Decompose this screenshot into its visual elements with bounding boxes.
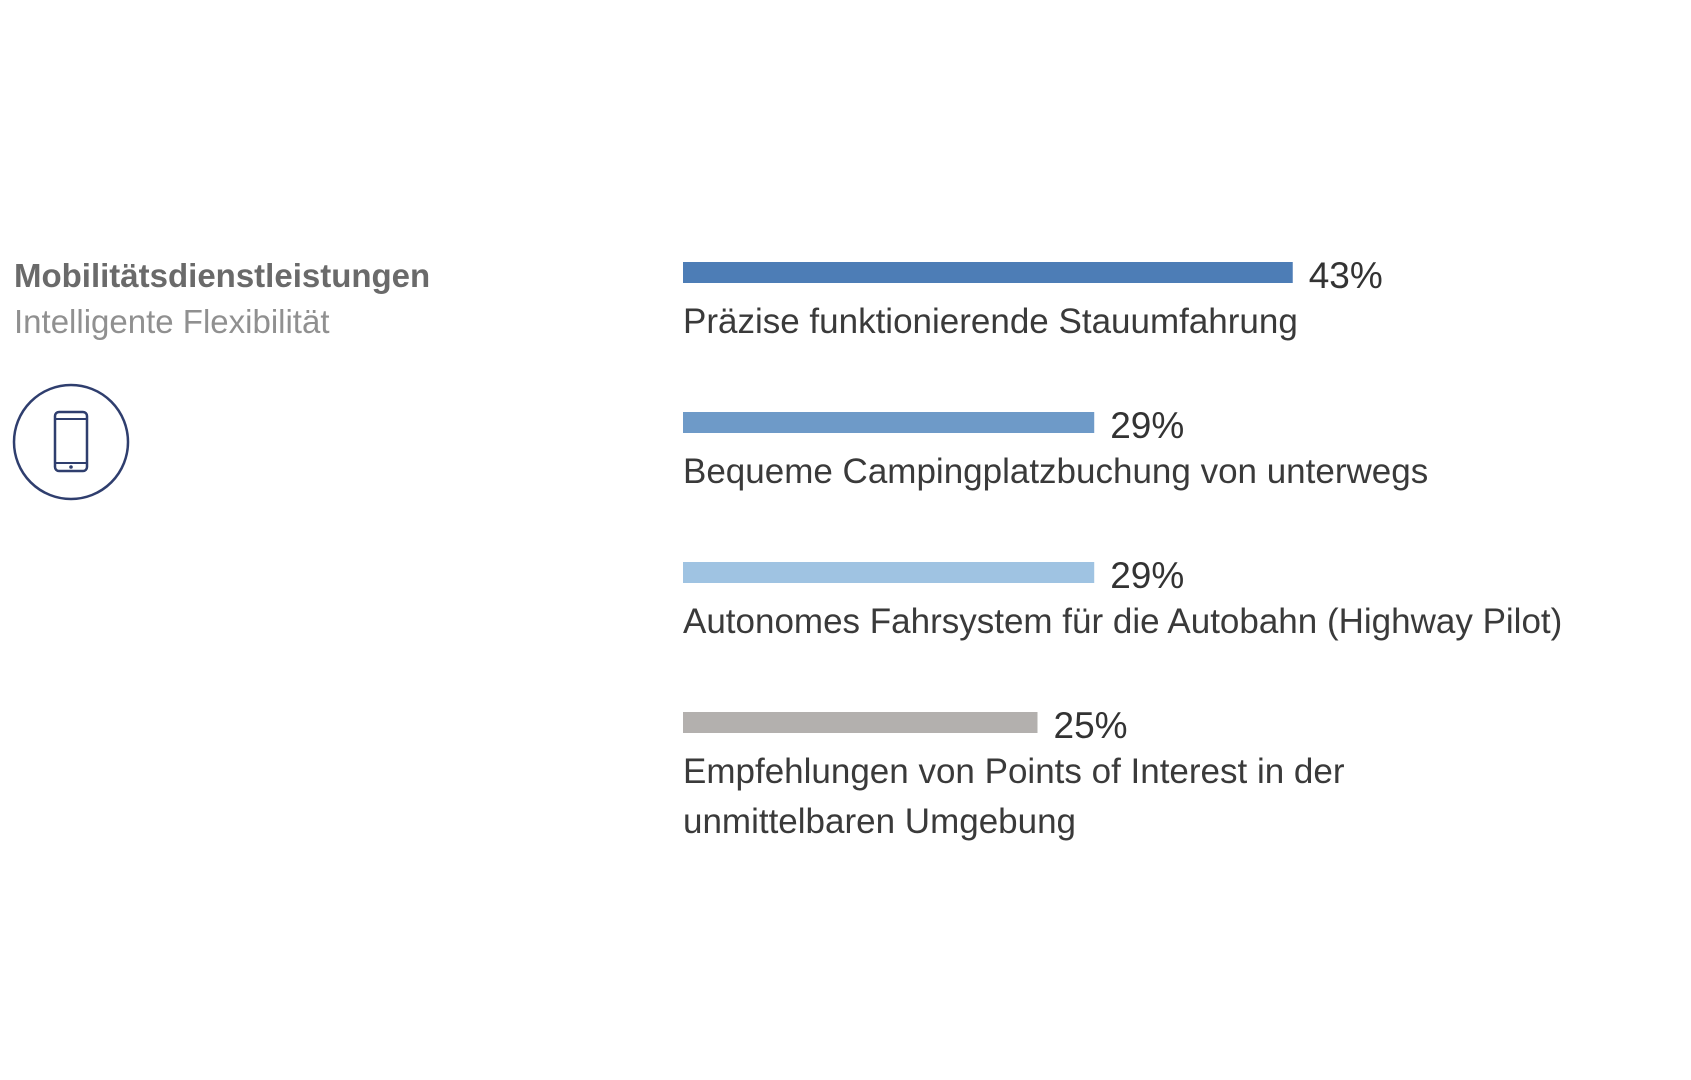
bar-1: [683, 262, 1293, 283]
bar-value-label-4: 25%: [1054, 705, 1128, 746]
bar-value-label-2: 29%: [1110, 405, 1184, 446]
bar-category-label-4-line-2: unmittelbaren Umgebung: [683, 802, 1076, 841]
bar-category-label-1: Präzise funktionierende Stauumfahrung: [683, 302, 1298, 341]
bar-value-label-1: 43%: [1309, 255, 1383, 296]
bar-category-label-4-line-1: Empfehlungen von Points of Interest in d…: [683, 752, 1345, 791]
bar-category-label-2: Bequeme Campingplatzbuchung von unterweg…: [683, 452, 1428, 491]
smartphone-icon: [12, 383, 130, 501]
category-panel: Mobilitätsdienstleistungen Intelligente …: [14, 256, 574, 342]
category-title: Mobilitätsdienstleistungen: [14, 257, 431, 294]
bar-2: [683, 412, 1095, 433]
bar-4: [683, 712, 1038, 733]
bar-value-label-3: 29%: [1110, 555, 1184, 596]
bar-3: [683, 562, 1095, 583]
category-subtitle: Intelligente Flexibilität: [14, 303, 330, 340]
bar-category-label-3: Autonomes Fahrsystem für die Autobahn (H…: [683, 602, 1562, 641]
